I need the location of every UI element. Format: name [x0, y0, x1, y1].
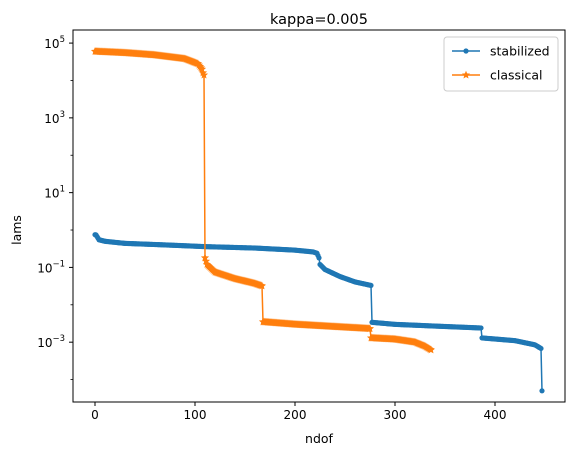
x-tick-label: 0 [91, 408, 99, 422]
data-point [199, 70, 209, 79]
data-point [368, 282, 374, 289]
data-point [478, 325, 484, 331]
legend: stabilized classical [443, 36, 559, 92]
data-point [539, 388, 545, 394]
data-point [257, 281, 267, 290]
plot-area [90, 47, 545, 394]
legend-entry-classical: classical [452, 68, 543, 83]
data-point [197, 64, 207, 73]
y-tick-label: 103 [44, 110, 65, 126]
data-point [365, 324, 375, 333]
legend-marker-classical [461, 70, 471, 79]
legend-entry-stabilized: stabilized [452, 44, 550, 59]
y-axis-label: lams [9, 215, 24, 245]
series-classical [90, 47, 436, 354]
x-tick-label: 400 [484, 408, 507, 422]
y-tick-label: 10−1 [37, 259, 65, 275]
plot-frame [72, 29, 566, 403]
chart-title: kappa=0.005 [270, 12, 368, 28]
data-point [538, 345, 544, 352]
y-tick-label: 10−3 [37, 334, 65, 350]
y-tick-label: 101 [44, 185, 65, 201]
y-tick-label: 105 [44, 35, 65, 51]
x-tick-label: 200 [284, 408, 307, 422]
legend-label-stabilized: stabilized [490, 44, 550, 59]
x-tick-label: 300 [384, 408, 407, 422]
data-point [426, 345, 436, 354]
x-tick-label: 100 [184, 408, 207, 422]
legend-label-classical: classical [490, 68, 543, 83]
series-stabilized [92, 232, 545, 394]
legend-marker-stabilized [463, 48, 469, 54]
data-point [316, 255, 322, 261]
x-axis-label: ndof [305, 431, 334, 446]
